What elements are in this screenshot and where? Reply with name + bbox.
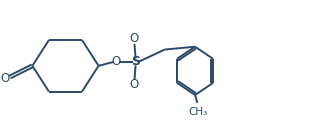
Text: O: O <box>130 78 139 91</box>
Text: O: O <box>1 72 10 85</box>
Text: CH₃: CH₃ <box>189 107 208 117</box>
Text: S: S <box>131 55 140 68</box>
Text: O: O <box>111 55 120 68</box>
Text: O: O <box>130 32 139 45</box>
